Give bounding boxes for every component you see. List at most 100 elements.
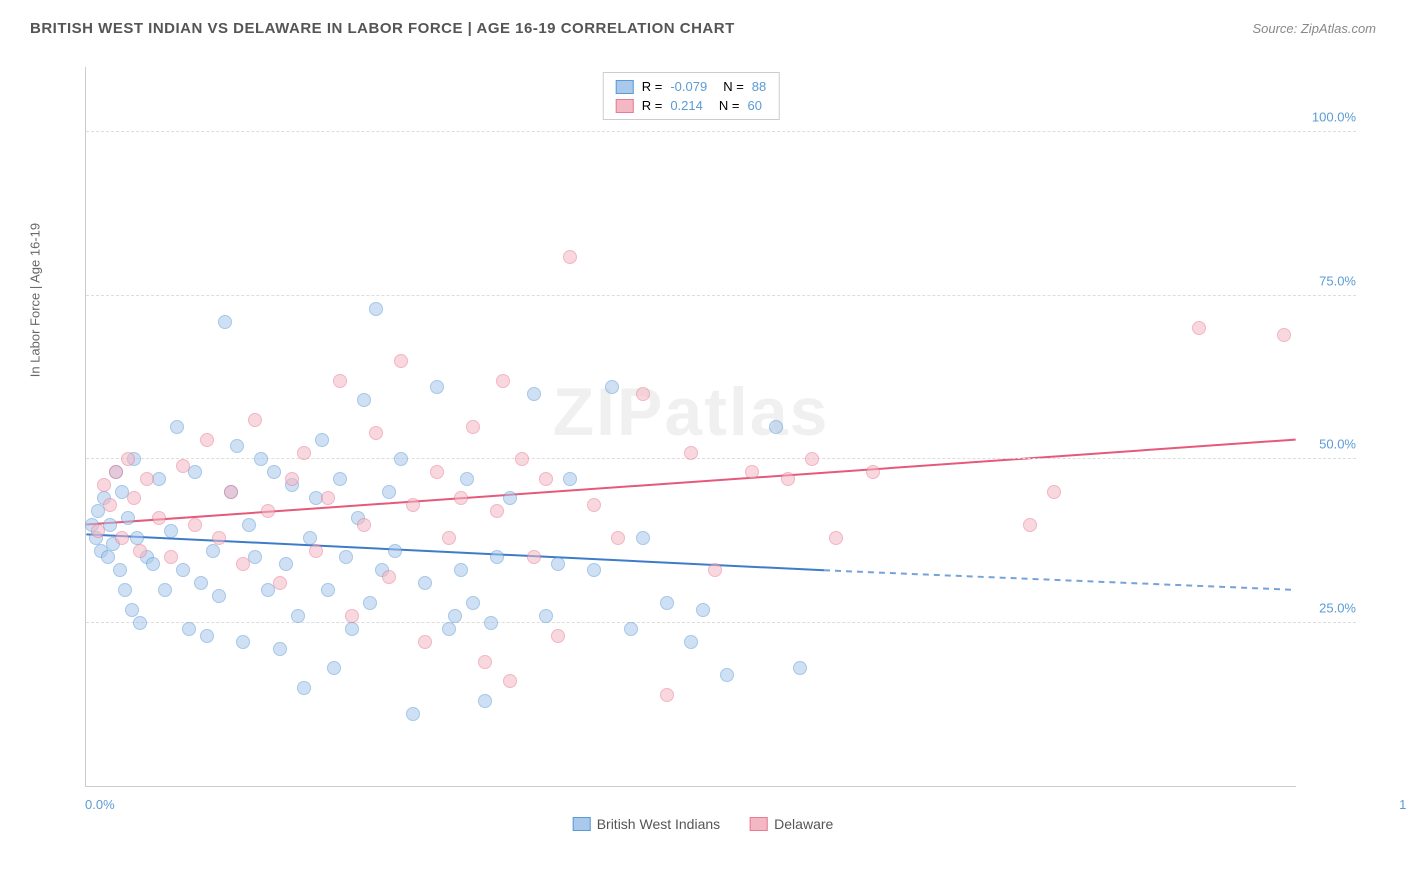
- scatter-point: [454, 563, 468, 577]
- scatter-point: [194, 576, 208, 590]
- swatch-icon: [750, 817, 768, 831]
- scatter-point: [218, 315, 232, 329]
- scatter-point: [345, 609, 359, 623]
- scatter-point: [206, 544, 220, 558]
- scatter-point: [133, 544, 147, 558]
- scatter-point: [182, 622, 196, 636]
- scatter-point: [152, 472, 166, 486]
- scatter-point: [515, 452, 529, 466]
- scatter-point: [369, 426, 383, 440]
- scatter-point: [230, 439, 244, 453]
- scatter-point: [127, 491, 141, 505]
- scatter-point: [484, 616, 498, 630]
- scatter-point: [113, 563, 127, 577]
- swatch-icon: [573, 817, 591, 831]
- gridline: [86, 458, 1356, 459]
- scatter-point: [345, 622, 359, 636]
- scatter-point: [176, 459, 190, 473]
- scatter-point: [563, 250, 577, 264]
- scatter-point: [101, 550, 115, 564]
- n-value: 60: [747, 98, 761, 113]
- scatter-point: [611, 531, 625, 545]
- scatter-point: [551, 557, 565, 571]
- scatter-point: [133, 616, 147, 630]
- scatter-point: [720, 668, 734, 682]
- scatter-point: [660, 688, 674, 702]
- scatter-point: [212, 589, 226, 603]
- scatter-point: [624, 622, 638, 636]
- scatter-point: [327, 661, 341, 675]
- scatter-point: [605, 380, 619, 394]
- scatter-point: [333, 472, 347, 486]
- scatter-point: [242, 518, 256, 532]
- scatter-point: [321, 583, 335, 597]
- scatter-point: [769, 420, 783, 434]
- scatter-point: [164, 524, 178, 538]
- legend-stat-row: R = 0.214 N = 60: [616, 96, 767, 115]
- scatter-point: [745, 465, 759, 479]
- legend-item: British West Indians: [573, 816, 720, 832]
- page-title: BRITISH WEST INDIAN VS DELAWARE IN LABOR…: [30, 20, 735, 37]
- scatter-point: [164, 550, 178, 564]
- scatter-point: [430, 380, 444, 394]
- scatter-point: [248, 550, 262, 564]
- legend-label: British West Indians: [597, 816, 720, 832]
- scatter-point: [527, 550, 541, 564]
- scatter-point: [805, 452, 819, 466]
- scatter-point: [587, 498, 601, 512]
- scatter-point: [490, 550, 504, 564]
- scatter-point: [200, 629, 214, 643]
- legend-stat-row: R = -0.079 N = 88: [616, 77, 767, 96]
- scatter-point: [636, 387, 650, 401]
- scatter-point: [478, 655, 492, 669]
- y-tick-label: 100.0%: [1312, 110, 1356, 125]
- scatter-point: [248, 413, 262, 427]
- scatter-point: [152, 511, 166, 525]
- scatter-point: [406, 707, 420, 721]
- scatter-point: [793, 661, 807, 675]
- scatter-point: [212, 531, 226, 545]
- plot-area: ZIPatlas R = -0.079 N = 88 R = 0.214 N =…: [85, 67, 1296, 787]
- scatter-point: [291, 609, 305, 623]
- watermark: ZIPatlas: [553, 373, 830, 451]
- scatter-point: [254, 452, 268, 466]
- r-value: 0.214: [670, 98, 703, 113]
- scatter-point: [369, 302, 383, 316]
- scatter-point: [236, 635, 250, 649]
- y-tick-label: 25.0%: [1319, 600, 1356, 615]
- scatter-point: [539, 472, 553, 486]
- scatter-point: [1023, 518, 1037, 532]
- scatter-point: [382, 570, 396, 584]
- scatter-point: [1047, 485, 1061, 499]
- scatter-point: [261, 504, 275, 518]
- scatter-point: [660, 596, 674, 610]
- scatter-point: [527, 387, 541, 401]
- scatter-point: [636, 531, 650, 545]
- gridline: [86, 295, 1356, 296]
- y-tick-label: 75.0%: [1319, 273, 1356, 288]
- scatter-point: [125, 603, 139, 617]
- scatter-point: [781, 472, 795, 486]
- scatter-point: [448, 609, 462, 623]
- scatter-point: [315, 433, 329, 447]
- scatter-point: [321, 491, 335, 505]
- scatter-point: [109, 465, 123, 479]
- scatter-point: [478, 694, 492, 708]
- scatter-point: [140, 472, 154, 486]
- scatter-point: [442, 622, 456, 636]
- scatter-point: [394, 354, 408, 368]
- scatter-point: [158, 583, 172, 597]
- gridline: [86, 131, 1356, 132]
- scatter-point: [146, 557, 160, 571]
- scatter-point: [130, 531, 144, 545]
- scatter-point: [188, 518, 202, 532]
- x-tick-right: 10.0%: [1399, 797, 1406, 812]
- scatter-point: [103, 518, 117, 532]
- header: BRITISH WEST INDIAN VS DELAWARE IN LABOR…: [30, 20, 1376, 37]
- scatter-point: [829, 531, 843, 545]
- scatter-point: [406, 498, 420, 512]
- scatter-point: [97, 478, 111, 492]
- legend-label: Delaware: [774, 816, 833, 832]
- scatter-point: [224, 485, 238, 499]
- gridline: [86, 622, 1356, 623]
